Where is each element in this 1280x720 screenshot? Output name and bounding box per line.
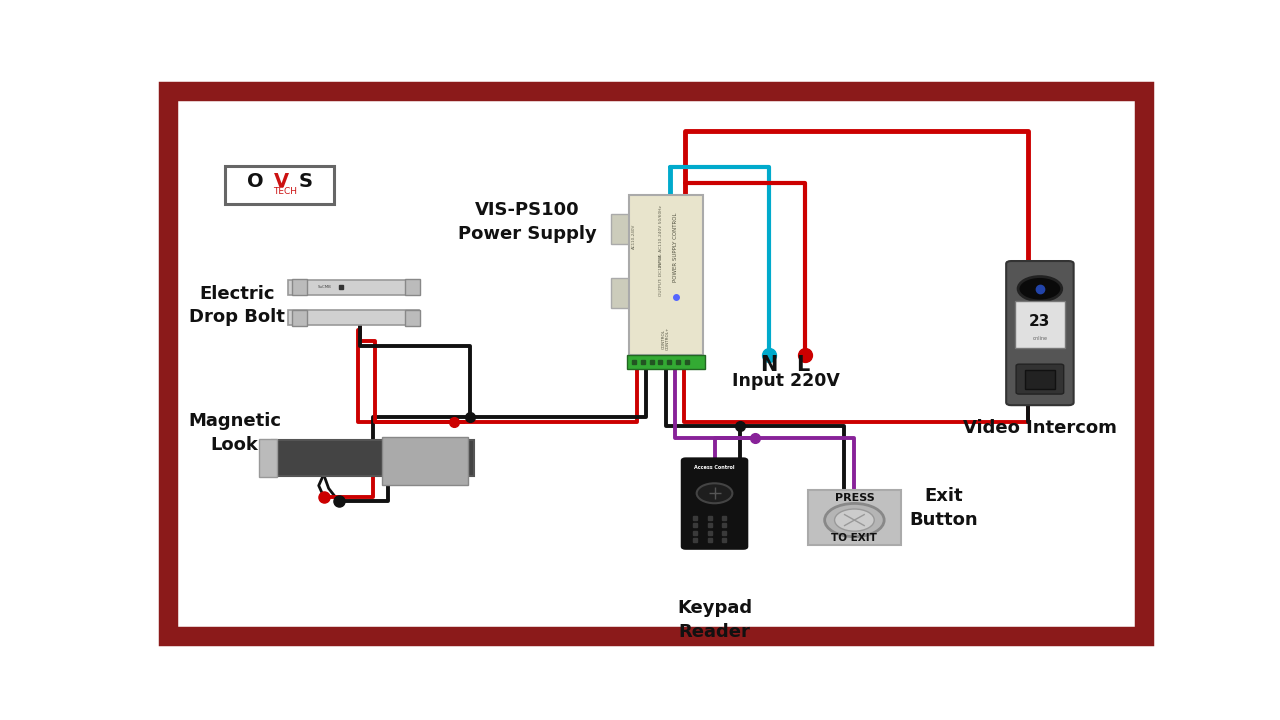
Text: N: N [760,355,778,375]
FancyBboxPatch shape [404,310,420,326]
FancyBboxPatch shape [383,437,467,485]
FancyBboxPatch shape [225,166,334,204]
FancyBboxPatch shape [273,440,475,476]
FancyBboxPatch shape [627,355,705,369]
Circle shape [824,503,884,536]
FancyBboxPatch shape [611,278,631,308]
Text: VIS-PS100
Power Supply: VIS-PS100 Power Supply [458,202,596,243]
Text: Access Control: Access Control [694,465,735,469]
Text: online: online [1033,336,1047,341]
Text: POWER SUPPLY CONTROL: POWER SUPPLY CONTROL [673,212,678,282]
FancyBboxPatch shape [292,279,307,295]
Circle shape [835,509,874,531]
FancyBboxPatch shape [628,194,703,355]
FancyBboxPatch shape [611,214,631,244]
Text: CONTROL
CONTROL+: CONTROL CONTROL+ [662,327,671,351]
Text: V: V [274,172,289,191]
FancyBboxPatch shape [808,490,901,545]
Text: L: L [796,355,809,375]
Text: INPUT: AC110-240V 50/60Hz: INPUT: AC110-240V 50/60Hz [659,205,663,267]
Text: TO EXIT: TO EXIT [832,534,877,543]
Text: S: S [298,172,312,191]
Text: Keypad
Reader: Keypad Reader [677,599,753,641]
FancyBboxPatch shape [292,310,307,326]
FancyBboxPatch shape [1006,261,1074,405]
Text: Exit
Button: Exit Button [909,487,978,528]
Circle shape [696,483,732,503]
Text: O: O [247,172,264,191]
FancyBboxPatch shape [404,279,420,295]
FancyBboxPatch shape [259,439,276,477]
Text: AC110-240V: AC110-240V [632,223,636,249]
Text: Electric
Drop Bolt: Electric Drop Bolt [189,284,285,326]
FancyBboxPatch shape [1015,301,1065,348]
Text: PRESS: PRESS [835,492,874,503]
Text: 23: 23 [1029,315,1051,329]
Circle shape [1018,276,1061,301]
Text: OUTPUT: DC12V 3A: OUTPUT: DC12V 3A [659,254,663,296]
FancyBboxPatch shape [1016,364,1064,394]
FancyBboxPatch shape [1025,369,1055,389]
Text: TECH: TECH [274,187,297,196]
FancyBboxPatch shape [682,459,748,549]
Text: Magnetic
Look: Magnetic Look [188,412,280,454]
FancyBboxPatch shape [288,280,419,295]
FancyBboxPatch shape [288,310,419,325]
Text: SuCMB: SuCMB [319,285,332,289]
Text: Input 220V: Input 220V [732,372,840,390]
Text: Video Intercom: Video Intercom [963,419,1117,437]
